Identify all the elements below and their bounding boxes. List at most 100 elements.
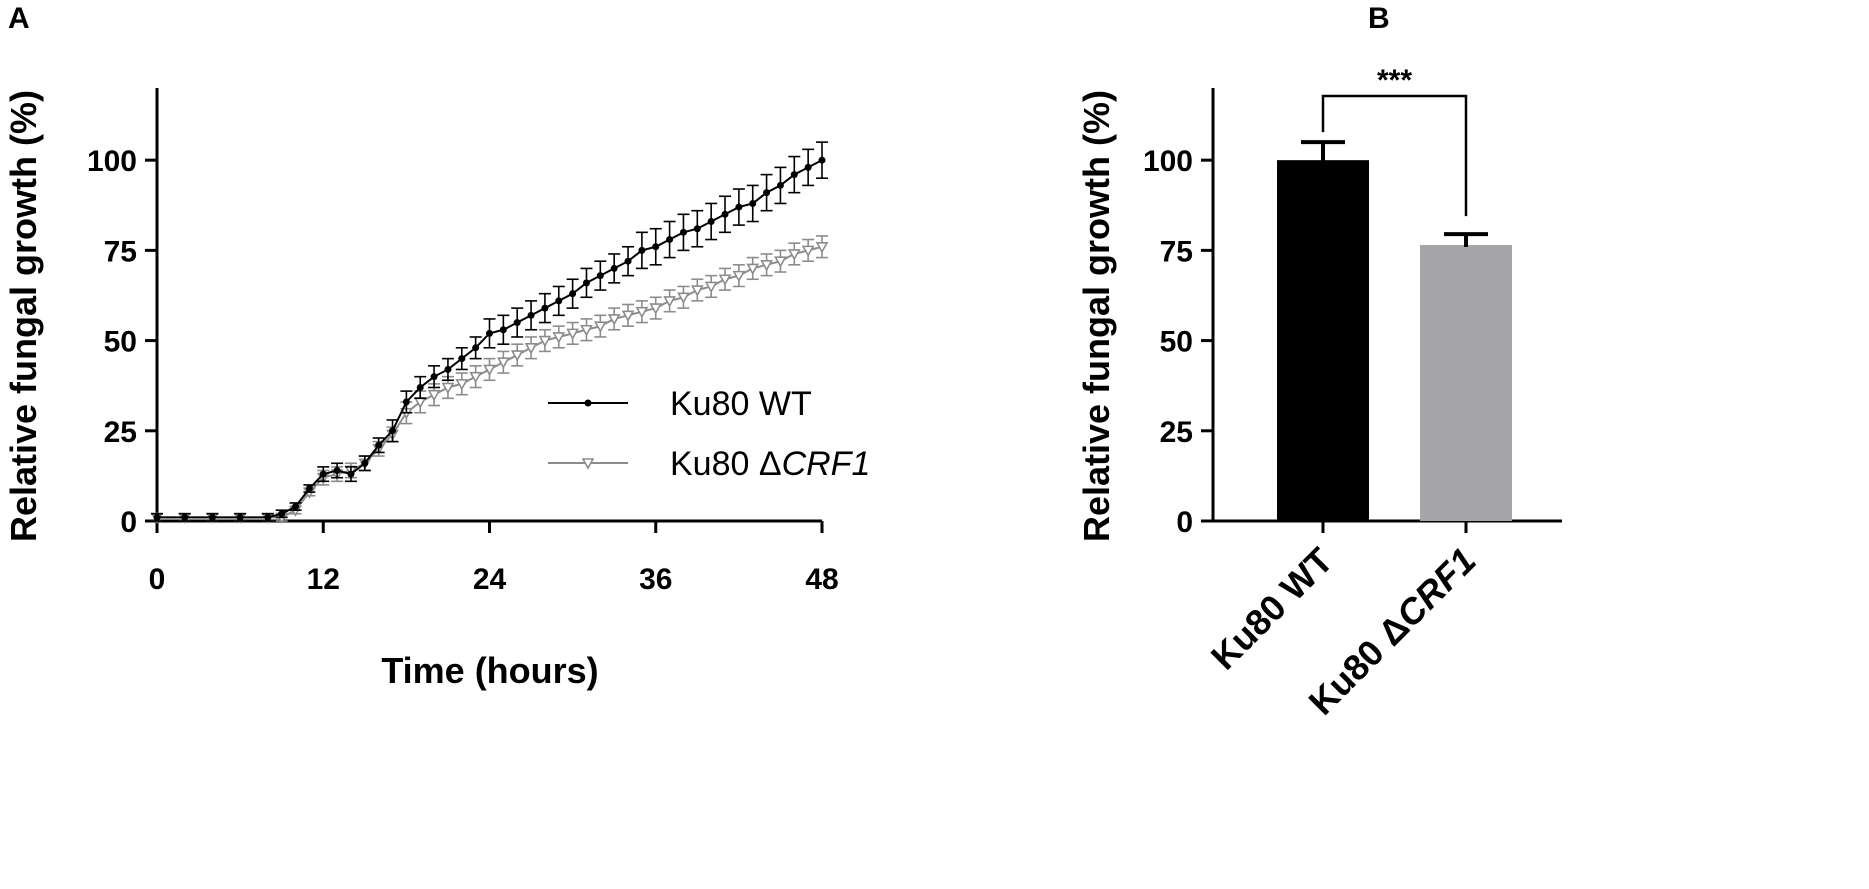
data-point [607, 314, 621, 326]
data-point [361, 459, 369, 467]
data-point [486, 329, 493, 337]
data-point [815, 241, 829, 254]
data-point [569, 290, 577, 298]
y-tick-label-b: 25 [1160, 416, 1193, 449]
data-point [333, 466, 341, 474]
bracket-line [1321, 94, 1468, 217]
x-tick-label: 36 [639, 563, 672, 596]
data-point [510, 350, 524, 362]
data-point [704, 281, 718, 294]
panel-a: A 0 25 50 75 100 0 12 24 36 48 Time (hours) Relat… [3, 2, 870, 691]
data-point [455, 379, 469, 391]
data-point [790, 171, 798, 179]
y-tick-label: 100 [87, 145, 137, 178]
data-point [527, 311, 535, 319]
data-point [666, 236, 674, 244]
data-point [749, 199, 757, 207]
data-point [818, 156, 826, 164]
y-tick-label: 0 [120, 506, 137, 539]
data-point [483, 364, 496, 377]
data-point [593, 321, 607, 333]
data-point [427, 389, 441, 402]
data-point [580, 324, 593, 337]
category-label-text: Ku80 Δ [1301, 606, 1418, 723]
category-label-group: Ku80 WT [1203, 540, 1341, 678]
data-point [624, 257, 632, 265]
data-point [444, 365, 452, 373]
data-point [735, 203, 743, 211]
data-point [524, 342, 538, 355]
data-point [552, 332, 566, 344]
data-point [292, 503, 300, 511]
category-label-text: Ku80 WT [1203, 540, 1341, 678]
data-point [635, 306, 649, 319]
y-tick-label-b: 100 [1143, 145, 1193, 178]
legend-marker [584, 399, 592, 407]
legend-label: Ku80 WT [670, 385, 812, 423]
legend-label-text: Ku80 WT [670, 385, 812, 423]
panel-a-label: A [8, 2, 30, 35]
data-point [469, 371, 483, 384]
data-point [416, 383, 424, 391]
x-tick-label: 0 [149, 563, 166, 596]
data-point [610, 264, 618, 272]
data-point [801, 245, 815, 258]
series-ku80-wt [151, 141, 828, 522]
data-point [319, 470, 327, 478]
data-point [690, 285, 704, 297]
legend-marker [581, 458, 595, 470]
y-axis-title-b: Relative fungal growth (%) [1076, 90, 1117, 542]
data-point [441, 382, 455, 395]
data-point [693, 225, 701, 233]
data-point [760, 260, 773, 272]
data-point [208, 513, 216, 521]
bar-ku80-dcrf1 [1420, 244, 1512, 521]
data-point [538, 335, 552, 348]
data-point [787, 249, 801, 261]
data-point [763, 189, 771, 197]
legend-label-text: Ku80 Δ [670, 445, 782, 483]
data-point [347, 470, 355, 478]
y-tick-label-b: 0 [1176, 506, 1193, 539]
data-point [582, 279, 590, 287]
data-point [774, 256, 787, 268]
data-point [496, 357, 510, 369]
data-point [375, 441, 383, 449]
data-point [652, 243, 660, 251]
data-point [566, 328, 579, 341]
data-point [541, 304, 549, 312]
data-point [555, 297, 563, 305]
data-point [677, 292, 690, 304]
panel-b-label: B [1368, 2, 1390, 35]
data-point [430, 373, 438, 381]
y-tick-label: 75 [104, 235, 137, 268]
data-point [596, 272, 604, 280]
data-point [663, 296, 676, 308]
significance-bracket: *** [1321, 64, 1468, 217]
data-point [153, 513, 161, 521]
legend-label-italic: CRF1 [782, 445, 871, 483]
data-point [389, 427, 397, 435]
data-point [236, 513, 244, 521]
data-point [264, 513, 272, 521]
significance-label: *** [1377, 64, 1412, 97]
category-label: Ku80 WT [1203, 540, 1341, 678]
y-tick-label-b: 75 [1160, 235, 1193, 268]
y-tick-label: 50 [104, 326, 137, 359]
data-point [278, 510, 286, 518]
x-tick-label: 48 [805, 563, 838, 596]
data-point [513, 319, 521, 327]
data-point [804, 163, 812, 171]
y-tick-label-b: 50 [1160, 326, 1193, 359]
x-axis-title: Time (hours) [381, 650, 598, 691]
data-point [707, 218, 715, 226]
data-point [718, 274, 732, 286]
data-point [732, 270, 746, 283]
data-point [305, 485, 313, 493]
y-axis-title: Relative fungal growth (%) [3, 90, 44, 542]
data-point [402, 398, 410, 406]
x-tick-label: 24 [473, 563, 507, 596]
data-point [746, 263, 760, 276]
